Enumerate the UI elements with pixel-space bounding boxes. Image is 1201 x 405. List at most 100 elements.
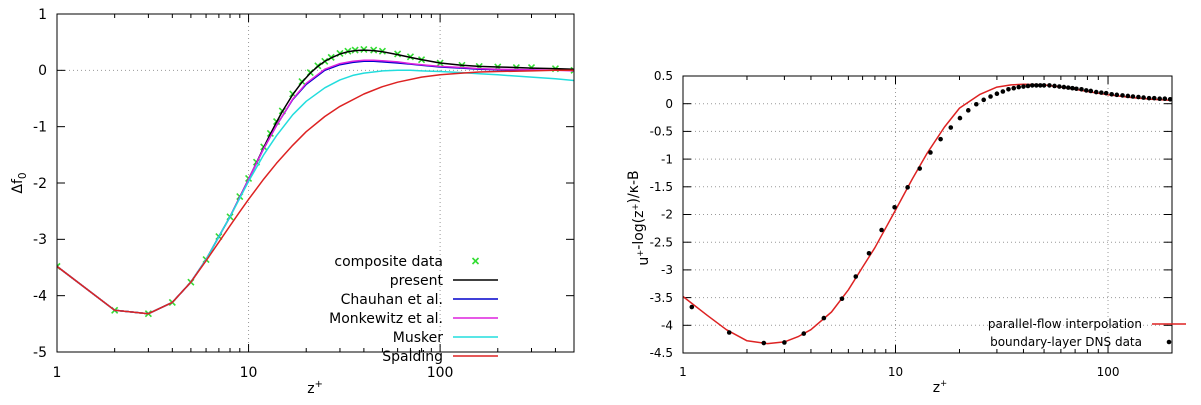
series-chauhan-et-al-line <box>57 60 574 315</box>
data-point <box>1011 85 1017 91</box>
y-tick-label: 0 <box>38 63 47 79</box>
data-point <box>1114 92 1120 98</box>
data-point <box>948 125 954 130</box>
data-point <box>839 296 845 302</box>
legend-label: parallel-flow interpolation <box>988 317 1142 331</box>
data-point <box>1103 90 1109 96</box>
y-tick-label: -3.5 <box>650 291 673 305</box>
data-point <box>1146 95 1152 101</box>
data-point <box>1034 83 1039 88</box>
data-point <box>1130 94 1136 99</box>
legend-label: Spalding <box>382 349 443 365</box>
data-point <box>1000 89 1006 94</box>
legend-entry: Chauhan et al. <box>341 292 498 308</box>
data-point <box>1088 88 1094 94</box>
y-tick-label: -1.5 <box>650 180 673 194</box>
data-point <box>938 136 943 142</box>
data-point <box>1061 84 1067 90</box>
legend-entry: parallel-flow interpolation <box>988 317 1186 331</box>
plot-frame <box>56 13 575 353</box>
y-tick-label: -0.5 <box>650 125 673 139</box>
legend-label: Musker <box>393 330 443 346</box>
series-present-line <box>57 49 574 315</box>
legend-entry: Musker <box>393 330 498 346</box>
y-tick-label: -3 <box>661 263 673 277</box>
plot-frame <box>682 75 1173 354</box>
data-point <box>988 94 993 99</box>
x-tick-label: 100 <box>427 365 454 381</box>
series-monkewitz-et-al-line <box>57 59 574 315</box>
data-point <box>1041 83 1047 88</box>
legend-marker <box>471 257 480 265</box>
y-tick-label: -2.5 <box>650 235 673 249</box>
data-point <box>1025 83 1031 89</box>
data-point <box>801 331 807 336</box>
data-point <box>1016 84 1022 90</box>
series-boundary-layer-dns-data <box>689 83 1172 346</box>
data-point <box>879 227 884 233</box>
data-point <box>1099 90 1104 95</box>
y-tick-label: -2 <box>661 208 673 222</box>
data-point <box>1167 96 1172 102</box>
data-point <box>1070 85 1075 91</box>
x-axis-label: z+ <box>933 378 947 396</box>
data-point <box>1136 94 1141 100</box>
legend-label: composite data <box>334 254 443 270</box>
data-point <box>1037 83 1043 88</box>
data-point <box>570 66 574 74</box>
data-point <box>1074 86 1079 92</box>
x-tick-label: 1 <box>679 365 687 379</box>
legend-entry: present <box>390 273 498 289</box>
y-tick-label: -4.5 <box>650 346 673 360</box>
legend-label: Monkewitz et al. <box>329 311 443 327</box>
legend-entry: Monkewitz et al. <box>329 311 498 327</box>
data-point-stroke <box>570 66 574 72</box>
legend-label: present <box>390 273 444 289</box>
legend-marker <box>1166 339 1172 345</box>
x-tick-label: 100 <box>1097 365 1120 379</box>
data-point-stroke <box>570 69 574 74</box>
data-point <box>866 250 872 256</box>
data-point <box>1109 91 1114 97</box>
y-axis-label: Δf0 <box>10 172 29 193</box>
data-point <box>892 204 897 210</box>
data-point <box>1157 96 1162 102</box>
legend-entry: boundary-layer DNS data <box>990 335 1172 349</box>
y-tick-label: 0 <box>665 97 673 111</box>
data-point <box>1047 83 1052 88</box>
y-tick-label: -3 <box>33 232 47 248</box>
data-point <box>905 185 910 190</box>
legend-entry: Spalding <box>382 349 498 365</box>
legend-entry: composite data <box>334 254 480 270</box>
y-tick-label: -2 <box>33 176 47 192</box>
data-point <box>1151 95 1157 101</box>
data-point <box>965 108 971 113</box>
data-point <box>821 315 827 321</box>
series-parallel-flow-interpolation-line <box>683 83 1172 345</box>
y-tick-label: 1 <box>38 7 47 23</box>
data-point <box>1083 88 1089 93</box>
y-tick-label: -1 <box>33 120 47 136</box>
y-tick-label: 0.5 <box>654 69 673 83</box>
data-point <box>853 274 859 279</box>
legend-label: Chauhan et al. <box>341 292 443 308</box>
data-point <box>994 91 1000 97</box>
data-point <box>689 304 695 310</box>
chart-2: 0.5 0 -0.5 -1 -1.5 -2 -2.5 -3 -3.5 -4 -4.5 1 10 100 z+… <box>626 69 1186 396</box>
series-spalding-line <box>57 69 574 315</box>
data-point <box>1065 85 1071 90</box>
series-musker-line <box>57 69 574 315</box>
data-point <box>761 340 767 346</box>
series-composite-data <box>57 45 574 318</box>
data-point <box>928 150 933 155</box>
y-tick-label: -4 <box>33 289 47 305</box>
x-tick-label: 1 <box>53 365 62 381</box>
data-point <box>1052 83 1057 89</box>
x-tick-label: 10 <box>888 365 903 379</box>
data-point <box>1120 93 1125 98</box>
data-point <box>1006 86 1011 92</box>
y-tick-label: -1 <box>661 152 673 166</box>
data-point <box>1125 93 1131 99</box>
